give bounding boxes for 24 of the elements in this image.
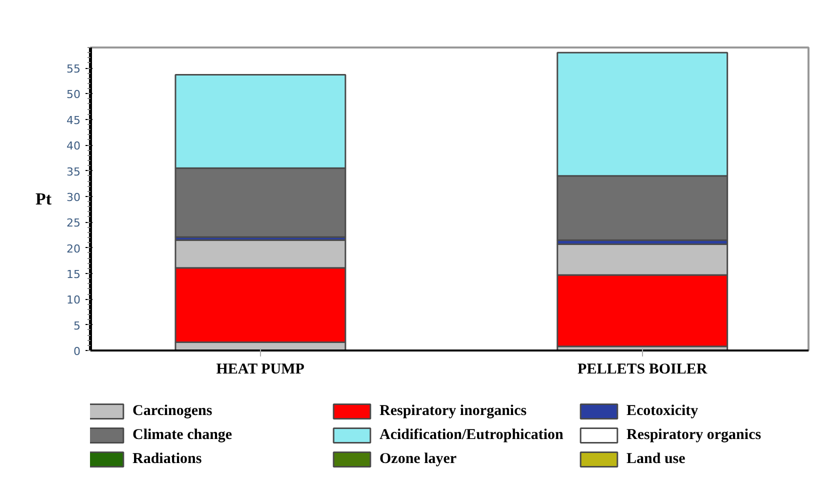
y-tick-label: 50 xyxy=(66,88,81,102)
legend-label: Carcinogens xyxy=(132,402,214,420)
legend-label: Land use xyxy=(626,450,686,468)
legend-label: Ozone layer xyxy=(380,450,458,468)
y-tick-label: 35 xyxy=(66,165,81,178)
legend-label: Respiratory inorganics xyxy=(380,402,528,420)
legend-label: Acidification/Eutrophication xyxy=(380,426,564,444)
y-tick-label: 30 xyxy=(66,190,81,204)
y-tick-label: 25 xyxy=(66,216,81,230)
y-tick-label: 5 xyxy=(74,319,80,332)
legend-label: Climate change xyxy=(132,426,234,444)
legend-label: Respiratory organics xyxy=(626,426,762,444)
x-tick-label: PELLETS BOILER xyxy=(578,362,708,378)
y-tick-label: 40 xyxy=(66,140,81,153)
y-tick-label: 45 xyxy=(66,114,81,127)
y-tick-label: 10 xyxy=(66,294,81,307)
y-tick-label: 0 xyxy=(74,345,80,358)
y-axis-title: Pt xyxy=(35,190,52,208)
legend-label: Ecotoxicity xyxy=(626,402,700,420)
x-tick-label: HEAT PUMP xyxy=(216,362,304,378)
y-tick-label: 20 xyxy=(66,242,81,256)
y-tick-label: 55 xyxy=(66,62,81,76)
y-tick-label: 15 xyxy=(66,268,81,281)
legend-label: Radiations xyxy=(132,450,203,468)
